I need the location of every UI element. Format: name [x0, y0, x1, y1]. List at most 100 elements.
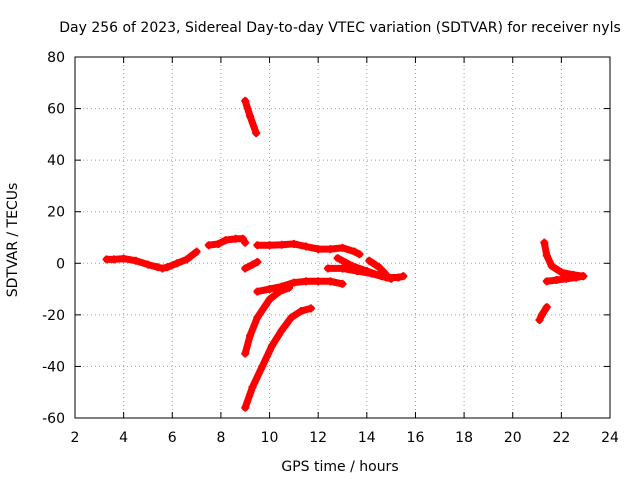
data-point	[547, 261, 556, 270]
series-arc-4	[241, 257, 262, 273]
data-point	[542, 251, 551, 260]
data-point	[355, 250, 364, 259]
data-point	[253, 313, 262, 322]
data-point	[214, 239, 223, 248]
x-tick-label: 14	[358, 430, 376, 446]
data-point	[326, 277, 335, 286]
series-arc-7	[241, 283, 293, 358]
y-tick-label: -60	[42, 411, 65, 427]
x-tick-label: 12	[309, 430, 327, 446]
data-point	[540, 238, 549, 247]
data-point	[102, 255, 111, 264]
data-point	[265, 285, 274, 294]
x-tick-label: 4	[119, 430, 128, 446]
data-point	[173, 259, 182, 268]
series-arc-13	[542, 272, 588, 286]
series-arc-14	[535, 303, 551, 325]
data-point	[535, 316, 544, 325]
data-point	[348, 261, 357, 270]
data-point	[277, 326, 286, 335]
data-point	[297, 306, 306, 315]
data-point	[109, 255, 118, 264]
data-point	[119, 254, 128, 263]
data-point	[231, 234, 240, 243]
series-arc-11	[365, 256, 391, 279]
x-axis-label: GPS time / hours	[281, 459, 398, 475]
data-point	[314, 245, 323, 254]
data-point	[326, 245, 335, 254]
y-tick-label: 80	[47, 50, 65, 66]
data-point	[158, 264, 167, 273]
data-point	[241, 264, 250, 273]
data-point	[289, 239, 298, 248]
data-point	[542, 277, 551, 286]
x-tick-label: 2	[71, 430, 80, 446]
y-tick-label: 0	[56, 256, 65, 272]
data-point	[350, 247, 359, 256]
y-tick-label: 40	[47, 153, 65, 169]
series-arc-2	[204, 234, 250, 250]
data-point	[265, 295, 274, 304]
series-line	[241, 304, 315, 412]
data-point	[182, 255, 191, 264]
data-point	[253, 287, 262, 296]
data-point	[394, 273, 403, 282]
data-point	[131, 256, 140, 265]
data-series	[102, 96, 588, 412]
data-point	[241, 238, 250, 247]
data-point	[338, 264, 347, 273]
plot-frame	[74, 56, 611, 419]
data-point	[275, 287, 284, 296]
x-tick-label: 8	[216, 430, 225, 446]
data-point	[153, 263, 162, 272]
data-point	[333, 254, 342, 263]
y-axis-label: SDTVAR / TECUs	[5, 183, 21, 298]
x-tick-label: 18	[455, 430, 473, 446]
data-point	[246, 112, 255, 121]
data-point	[241, 349, 250, 358]
data-point	[552, 276, 561, 285]
data-point	[277, 240, 286, 249]
data-point	[246, 331, 255, 340]
data-point	[253, 257, 262, 266]
x-tick-labels: 2 4 6 8 10 12 14 16 18 20 22 24	[71, 430, 619, 446]
y-tick-label: -20	[42, 308, 65, 324]
data-point	[241, 403, 250, 412]
y-tick-label: -40	[42, 359, 65, 375]
y-tick-labels: -60 -40 -20 0 20 40 60 80	[42, 50, 65, 427]
x-tick-label: 20	[504, 430, 522, 446]
data-point	[338, 243, 347, 252]
data-point	[287, 313, 296, 322]
data-point	[267, 341, 276, 350]
data-point	[252, 129, 261, 138]
y-tick-label: 20	[47, 205, 65, 221]
data-point	[143, 260, 152, 269]
data-point	[302, 242, 311, 251]
data-point	[537, 310, 546, 319]
data-point	[253, 241, 262, 250]
data-point	[365, 256, 374, 265]
data-point	[399, 272, 408, 281]
data-point	[306, 304, 315, 313]
data-point	[302, 277, 311, 286]
data-point	[387, 274, 396, 283]
data-point	[192, 247, 201, 256]
data-point	[382, 270, 391, 279]
data-point	[323, 264, 332, 273]
data-point	[362, 267, 371, 276]
data-point	[258, 362, 267, 371]
x-tick-label: 24	[601, 430, 619, 446]
data-point	[562, 274, 571, 283]
data-point	[374, 263, 383, 272]
x-tick-label: 6	[168, 430, 177, 446]
x-tick-label: 16	[407, 430, 425, 446]
chart-title: Day 256 of 2023, Sidereal Day-to-day VTE…	[59, 20, 621, 36]
series-arc-8	[241, 304, 315, 412]
axis-ticks	[74, 56, 611, 419]
data-point	[241, 96, 250, 105]
data-point	[204, 241, 213, 250]
data-point	[265, 241, 274, 250]
data-point	[579, 272, 588, 281]
